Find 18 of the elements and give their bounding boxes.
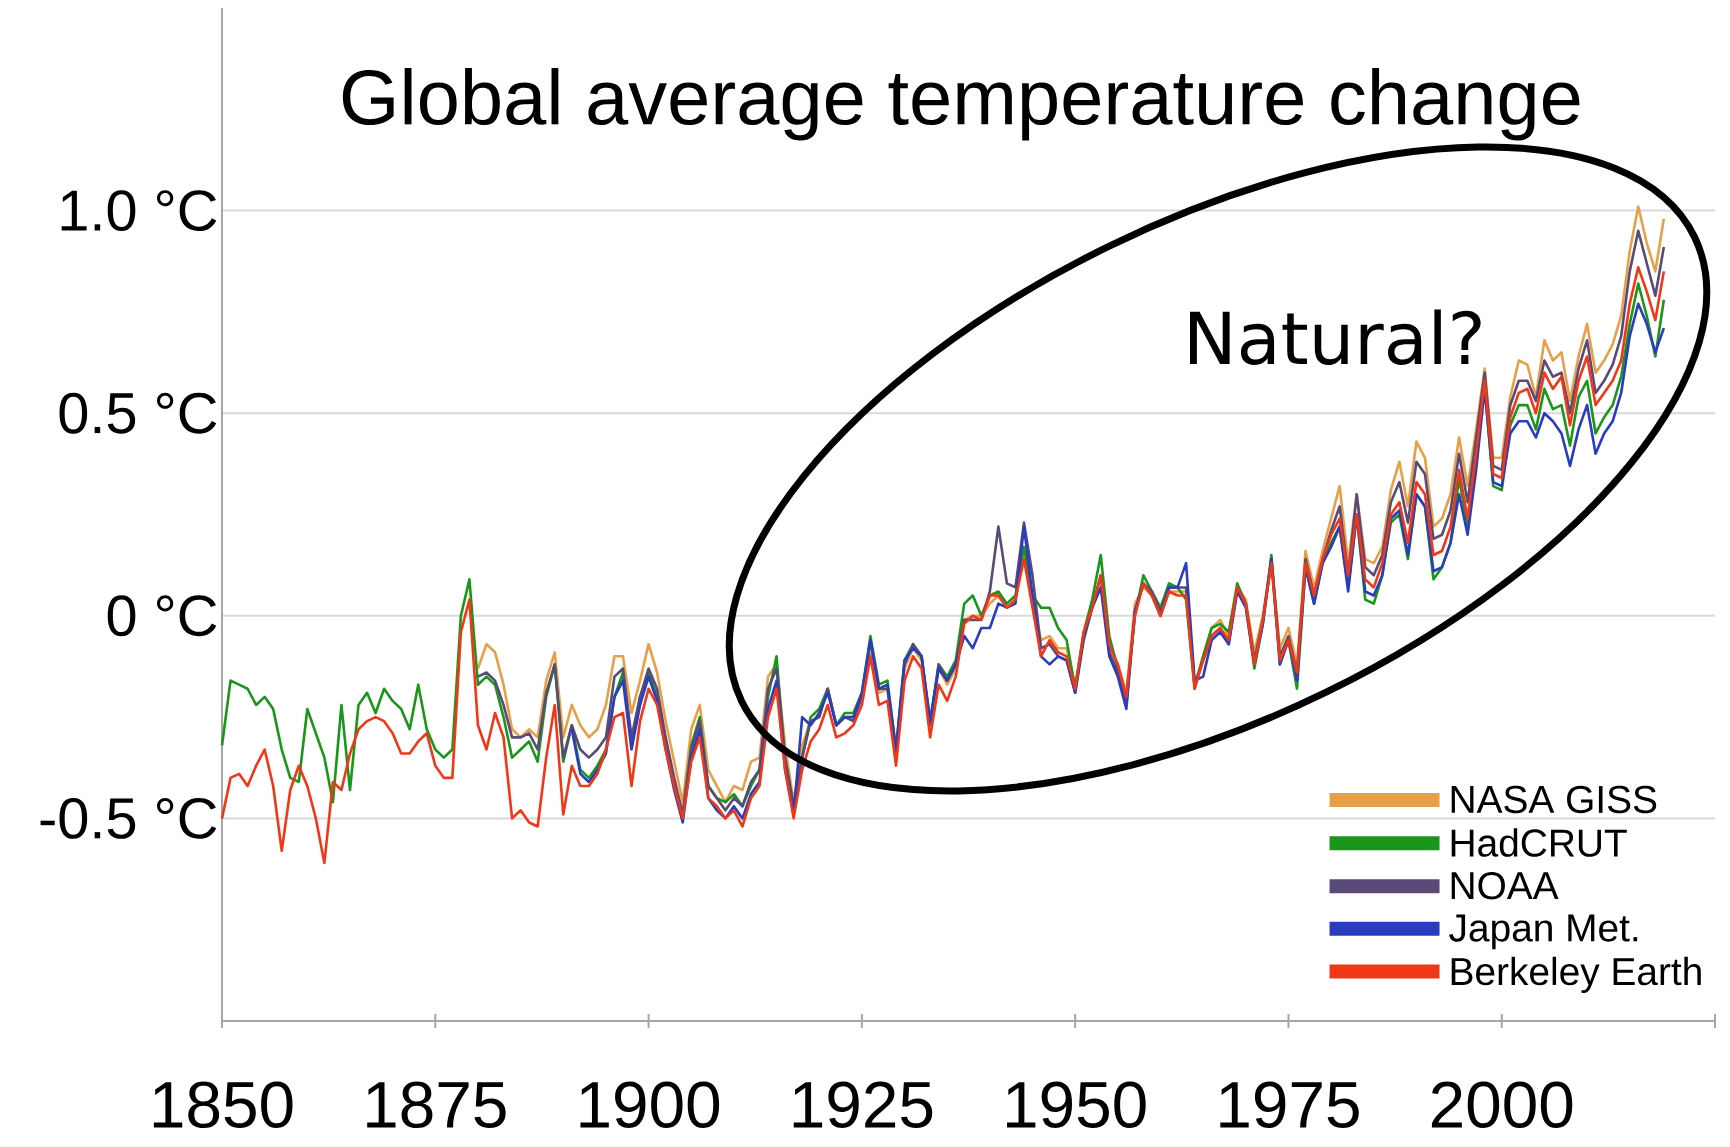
x-tick-label: 1950 bbox=[1007, 1081, 1146, 1129]
annotation: Natural? bbox=[1190, 309, 1481, 365]
legend-label: NOAA bbox=[1451, 871, 1559, 900]
x-tick-label: 1975 bbox=[1220, 1081, 1359, 1129]
y-tick-label: 0 °C bbox=[107, 595, 217, 637]
legend-label: Japan Met. bbox=[1449, 914, 1638, 950]
y-tick-label: -0.5 °C bbox=[40, 797, 217, 839]
text: Global average temperature change bbox=[342, 68, 1580, 141]
x-tick-label: 2000 bbox=[1431, 1081, 1573, 1129]
legend-label: NASA GISS bbox=[1451, 785, 1657, 814]
legend-label: HadCRUT bbox=[1451, 828, 1627, 857]
y-tick-label: 1.0 °C bbox=[61, 190, 217, 232]
x-tick-label: 1850 bbox=[153, 1081, 293, 1129]
x-tick-label: 1900 bbox=[580, 1081, 720, 1129]
x-tick-label: 1875 bbox=[367, 1081, 506, 1129]
y-tick-label: 0.5 °C bbox=[59, 392, 217, 434]
legend-label: Berkeley Earth bbox=[1451, 956, 1701, 993]
x-tick-label: 1925 bbox=[793, 1081, 933, 1129]
